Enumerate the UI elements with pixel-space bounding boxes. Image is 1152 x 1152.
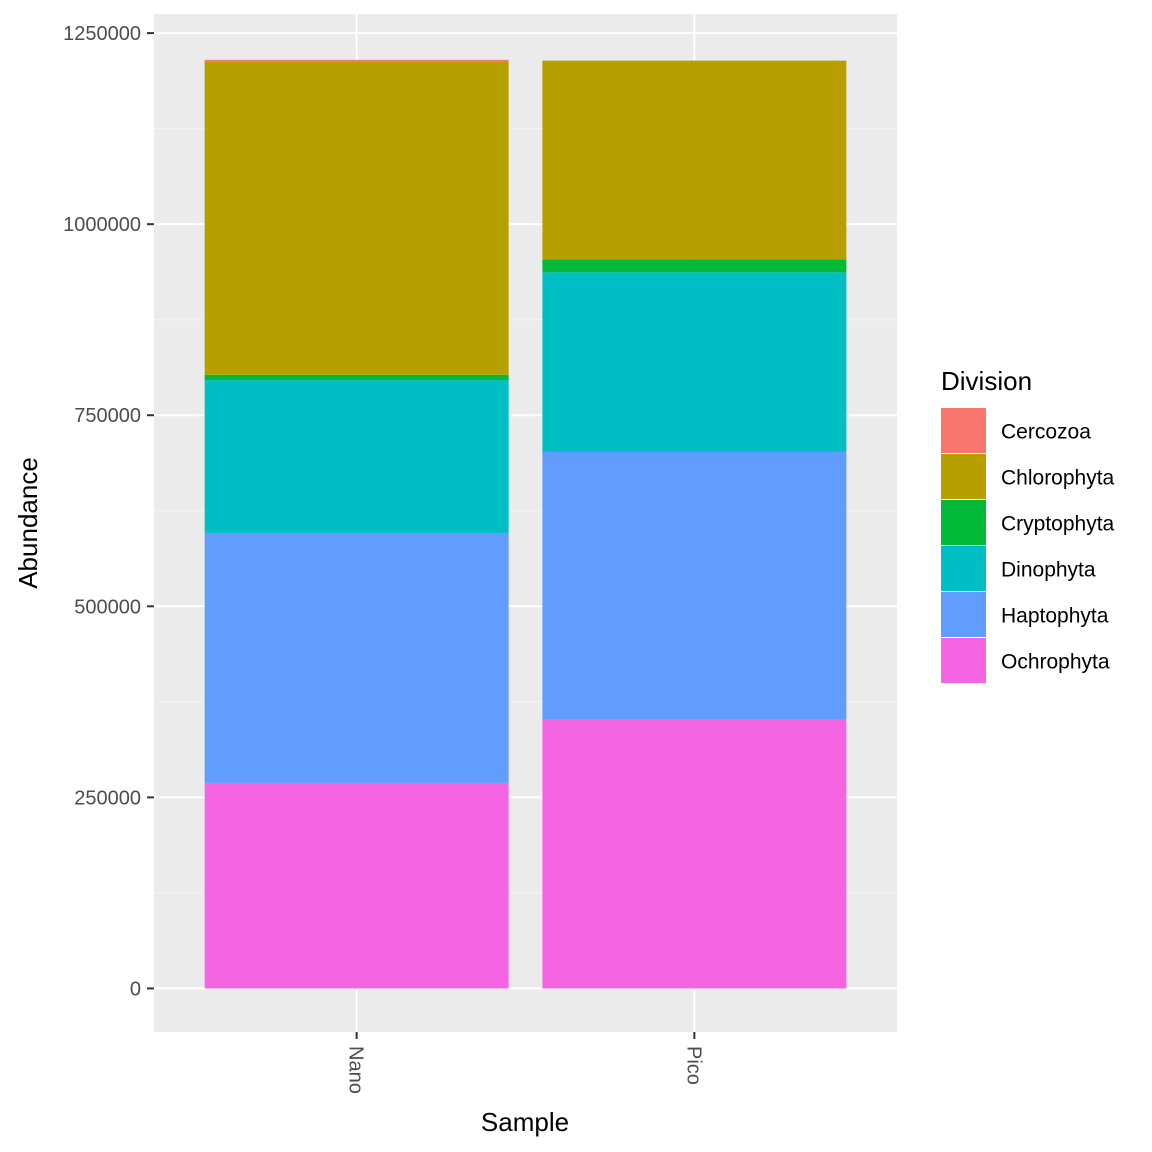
bar-segment-nano-haptophyta [204, 532, 509, 783]
bar-segment-pico-cryptophyta [542, 259, 847, 273]
x-tick-label: Nano [345, 1046, 367, 1094]
y-tick-label: 500000 [74, 596, 141, 618]
bar-segment-pico-chlorophyta [542, 60, 847, 260]
y-tick-label: 0 [130, 978, 141, 1000]
y-tick-label: 750000 [74, 405, 141, 427]
y-axis: 0 250000 500000 750000 1000000 1250000 [63, 23, 154, 1000]
legend-label-ochrophyta: Ochrophyta [1001, 651, 1110, 674]
bar-segment-nano-cryptophyta [204, 374, 509, 381]
bar-segment-nano-dinophyta [204, 380, 509, 533]
bars [204, 59, 847, 989]
bar-segment-nano-cercozoa [204, 59, 509, 62]
bar-segment-pico-dinophyta [542, 272, 847, 452]
legend-label-cryptophyta: Cryptophyta [1001, 513, 1115, 536]
bar-segment-pico-haptophyta [542, 451, 847, 720]
y-axis-title: Abundance [13, 457, 43, 589]
legend-label-dinophyta: Dinophyta [1001, 559, 1096, 582]
bar-segment-nano-ochrophyta [204, 782, 509, 989]
x-tick-label: Pico [682, 1046, 704, 1085]
x-axis: Nano Pico [345, 1032, 704, 1094]
x-axis-title: Sample [481, 1107, 569, 1137]
y-tick-label: 1250000 [63, 23, 141, 45]
y-tick-label: 250000 [74, 787, 141, 809]
bar-segment-pico-ochrophyta [542, 719, 847, 989]
legend-label-cercozoa: Cercozoa [1001, 421, 1091, 444]
legend-key-haptophyta [941, 592, 986, 637]
legend-title: Division [941, 366, 1032, 396]
legend-label-chlorophyta: Chlorophyta [1001, 467, 1115, 490]
legend-key-cercozoa [941, 408, 986, 453]
y-tick-label: 1000000 [63, 214, 141, 236]
legend-key-dinophyta [941, 546, 986, 591]
legend-key-cryptophyta [941, 500, 986, 545]
legend: Division Cercozoa Chlorophyta Cryptophyta D… [941, 366, 1115, 683]
legend-key-ochrophyta [941, 638, 986, 683]
legend-label-haptophyta: Haptophyta [1001, 605, 1109, 628]
bar-segment-nano-chlorophyta [204, 61, 509, 375]
legend-key-chlorophyta [941, 454, 986, 499]
